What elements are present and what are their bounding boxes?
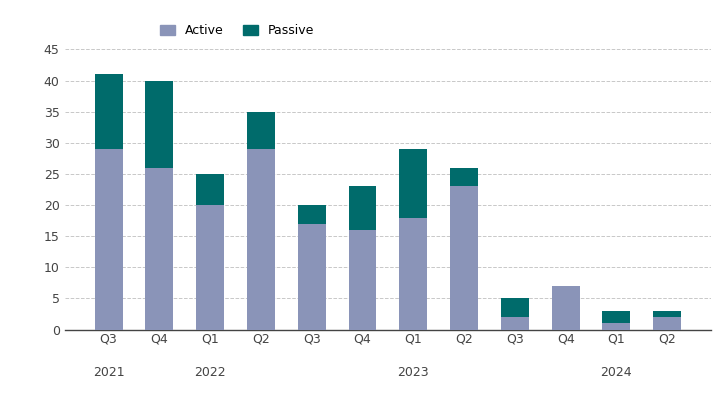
Text: 2024: 2024	[600, 366, 632, 379]
Bar	[196, 174, 224, 205]
Bar	[501, 298, 529, 317]
Bar	[298, 224, 326, 330]
Bar	[399, 218, 427, 330]
Bar	[602, 311, 630, 323]
Bar	[146, 81, 173, 168]
Bar	[94, 74, 123, 149]
Bar	[602, 323, 630, 330]
Legend: Active, Passive: Active, Passive	[155, 19, 319, 42]
Bar	[501, 317, 529, 330]
Bar	[349, 230, 376, 330]
Bar	[653, 311, 682, 317]
Bar	[450, 168, 478, 186]
Bar	[247, 149, 275, 330]
Bar	[450, 186, 478, 330]
Bar	[298, 205, 326, 224]
Bar	[399, 149, 427, 218]
Text: 2023: 2023	[397, 366, 429, 379]
Bar	[146, 168, 173, 330]
Bar	[653, 317, 682, 330]
Text: 2022: 2022	[194, 366, 226, 379]
Bar	[349, 186, 376, 230]
Bar	[94, 149, 123, 330]
Bar	[552, 286, 579, 330]
Bar	[196, 205, 224, 330]
Bar	[247, 112, 275, 149]
Text: 2021: 2021	[93, 366, 125, 379]
